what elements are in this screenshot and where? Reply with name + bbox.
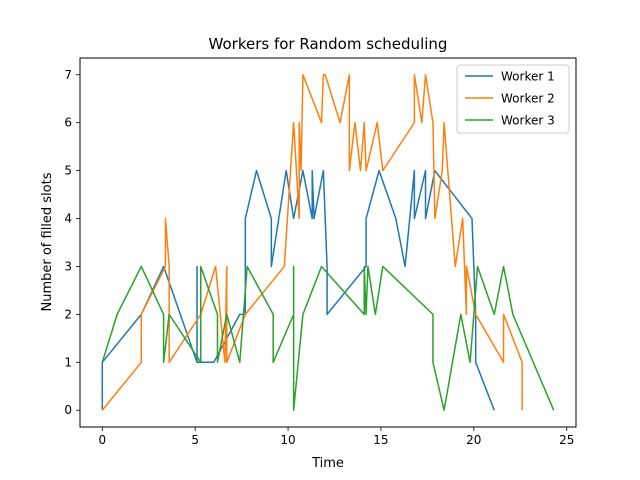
series-line-worker-1 — [101, 169, 495, 411]
plot-frame — [79, 57, 577, 428]
y-tick-label: 3 — [64, 259, 72, 273]
x-tick-label: 15 — [373, 433, 388, 447]
y-tick-label: 7 — [64, 68, 72, 82]
y-tick-label: 4 — [64, 212, 72, 226]
legend-box — [456, 64, 570, 134]
y-tick-label: 0 — [64, 403, 72, 417]
y-axis-label: Number of filled slots — [40, 172, 55, 311]
legend-label: Worker 3 — [501, 114, 555, 128]
legend-label: Worker 1 — [501, 70, 555, 84]
chart-title: Workers for Random scheduling — [209, 35, 448, 53]
x-tick-label: 0 — [98, 433, 106, 447]
y-tick-label: 5 — [64, 164, 72, 178]
x-tick-label: 5 — [191, 433, 199, 447]
legend-label: Worker 2 — [501, 92, 555, 106]
x-axis-ticks: 0 5 10 15 20 25 — [98, 427, 574, 447]
x-tick-label: 20 — [466, 433, 481, 447]
series-line-worker-3 — [101, 265, 555, 411]
y-axis-ticks: 0 1 2 3 4 5 6 7 — [64, 68, 80, 417]
series-lines — [101, 74, 555, 411]
series-line-worker-2 — [101, 74, 523, 411]
y-tick-label: 2 — [64, 307, 72, 321]
y-tick-label: 6 — [64, 116, 72, 130]
x-axis-label: Time — [311, 456, 344, 471]
x-tick-label: 10 — [280, 433, 295, 447]
x-tick-label: 25 — [559, 433, 574, 447]
legend: Worker 1 Worker 2 Worker 3 — [456, 64, 570, 134]
y-tick-label: 1 — [64, 355, 72, 369]
